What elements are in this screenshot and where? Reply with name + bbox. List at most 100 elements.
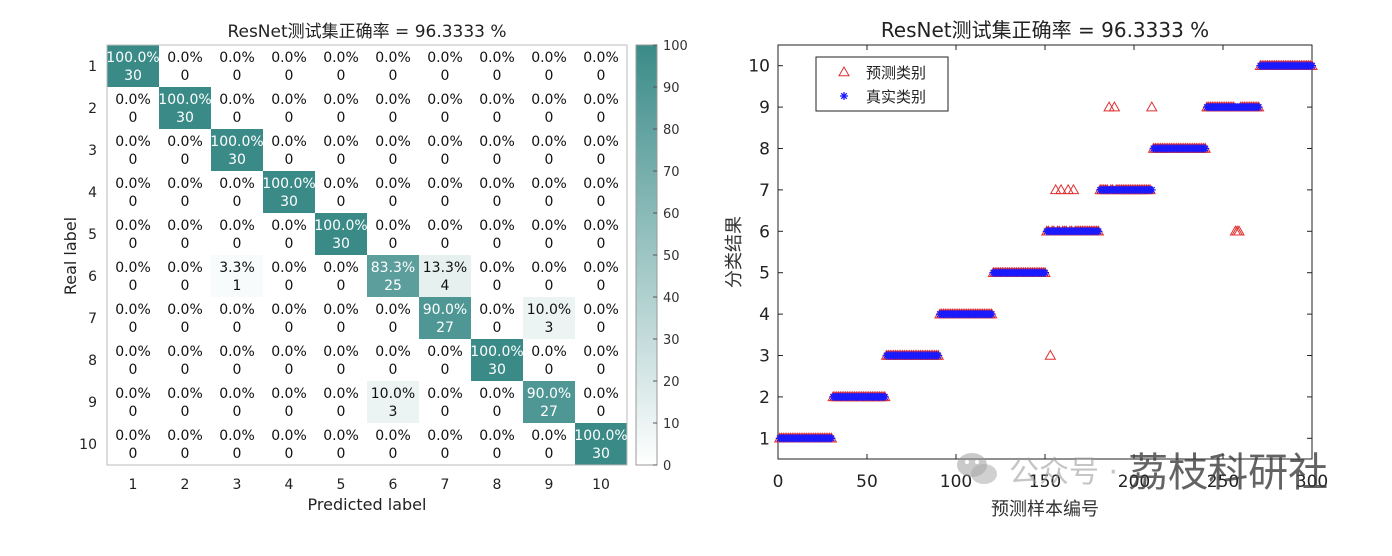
cm-cell-percent: 0.0% xyxy=(323,176,359,192)
cm-cell-count: 0 xyxy=(441,362,450,378)
cm-cell-percent: 0.0% xyxy=(427,50,463,66)
cm-cell-count: 0 xyxy=(389,68,398,84)
scatter-pred-point xyxy=(1229,225,1242,236)
cm-cell-count: 0 xyxy=(389,194,398,210)
scatter-xtick-label: 0 xyxy=(773,472,784,492)
scatter-true-point xyxy=(987,310,996,319)
cm-cell-percent: 0.0% xyxy=(427,428,463,444)
scatter-legend-box xyxy=(815,56,949,112)
cm-cell xyxy=(107,213,159,255)
cm-cell xyxy=(419,255,471,297)
cm-cell-percent: 0.0% xyxy=(115,92,151,108)
cm-cell-count: 0 xyxy=(441,152,450,168)
cm-cell-percent: 0.0% xyxy=(531,92,567,108)
cm-cell-percent: 0.0% xyxy=(115,386,151,402)
cm-colorbar-tick-label: 10 xyxy=(663,417,680,432)
cm-cell xyxy=(523,87,575,129)
cm-ytick-label: 1 xyxy=(88,59,97,75)
cm-cell-percent: 0.0% xyxy=(323,92,359,108)
scatter-legend-label: 预测类别 xyxy=(866,64,926,82)
cm-cell-count: 0 xyxy=(493,236,502,252)
cm-cell-count: 0 xyxy=(545,110,554,126)
cm-cell-count: 0 xyxy=(337,194,346,210)
cm-cell xyxy=(523,381,575,423)
cm-cell-percent: 0.0% xyxy=(583,302,619,318)
cm-xtick-label: 2 xyxy=(181,477,190,493)
cm-colorbar-tick-label: 80 xyxy=(663,123,680,138)
classification-scatter-chart: ResNet测试集正确率 = 96.3333 % 0 50 100 150 200 250… xyxy=(724,18,1328,520)
cm-cell xyxy=(107,255,159,297)
cm-cell-percent: 0.0% xyxy=(427,134,463,150)
cm-border xyxy=(106,44,628,466)
cm-cell-count: 27 xyxy=(540,404,558,420)
cm-cell-percent: 0.0% xyxy=(583,344,619,360)
cm-cell-percent: 0.0% xyxy=(479,50,515,66)
cm-cell-count: 3 xyxy=(545,320,554,336)
cm-cell xyxy=(367,129,419,171)
cm-cell-percent: 0.0% xyxy=(479,428,515,444)
cm-cell-count: 0 xyxy=(441,68,450,84)
cm-cell-count: 0 xyxy=(493,404,502,420)
cm-cell xyxy=(263,339,315,381)
cm-cell-count: 0 xyxy=(337,110,346,126)
cm-cell-percent: 100.0% xyxy=(574,428,627,444)
scatter-ytick-label: 7 xyxy=(759,181,770,201)
cm-cell-percent: 0.0% xyxy=(531,344,567,360)
cm-cell-percent: 0.0% xyxy=(115,302,151,318)
cm-xtick-label: 7 xyxy=(441,477,450,493)
scatter-true-point xyxy=(934,351,943,360)
cm-ytick-label: 4 xyxy=(88,185,97,201)
cm-cell xyxy=(575,171,627,213)
scatter-pred-point xyxy=(1049,183,1062,195)
cm-cell-count: 30 xyxy=(280,194,298,210)
cm-cell xyxy=(107,45,159,87)
cm-cell-count: 30 xyxy=(332,236,350,252)
cm-cell-count: 0 xyxy=(493,320,502,336)
cm-cell-percent: 0.0% xyxy=(479,176,515,192)
cm-cell-percent: 0.0% xyxy=(115,176,151,192)
scatter-true-point xyxy=(1254,103,1263,112)
cm-cell-count: 30 xyxy=(124,68,142,84)
cm-cell-percent: 13.3% xyxy=(423,260,467,276)
cm-cell-percent: 0.0% xyxy=(427,92,463,108)
cm-cell xyxy=(159,213,211,255)
cm-cell xyxy=(159,171,211,213)
cm-cell xyxy=(523,423,575,465)
cm-cell xyxy=(575,87,627,129)
scatter-axes: 0 50 100 150 200 250 300 1 2 3 4 5 6 7 8 9 10 xyxy=(748,44,1328,492)
cm-cell-count: 0 xyxy=(129,236,138,252)
cm-cell xyxy=(575,255,627,297)
cm-xtick-label: 3 xyxy=(233,477,242,493)
cm-cell-percent: 0.0% xyxy=(271,386,307,402)
cm-cell-percent: 0.0% xyxy=(427,218,463,234)
cm-cell-count: 0 xyxy=(493,68,502,84)
cm-cell xyxy=(315,423,367,465)
cm-cell xyxy=(575,213,627,255)
cm-cell-percent: 0.0% xyxy=(375,218,411,234)
cm-cell-count: 0 xyxy=(493,194,502,210)
cm-cell xyxy=(471,87,523,129)
cm-cell xyxy=(523,45,575,87)
cm-colorbar-tick-label: 100 xyxy=(663,39,688,54)
scatter-true-point xyxy=(880,392,889,401)
cm-cell xyxy=(523,255,575,297)
cm-cell-percent: 0.0% xyxy=(167,344,203,360)
cm-cell-percent: 0.0% xyxy=(271,260,307,276)
cm-cell-percent: 0.0% xyxy=(271,92,307,108)
cm-cell-percent: 0.0% xyxy=(115,428,151,444)
cm-cell-count: 0 xyxy=(545,152,554,168)
cm-cell-count: 4 xyxy=(441,278,450,294)
cm-ytick-label: 7 xyxy=(88,311,97,327)
cm-cell-percent: 90.0% xyxy=(527,386,571,402)
cm-cell-percent: 0.0% xyxy=(271,134,307,150)
scatter-points xyxy=(773,59,1318,443)
cm-cell xyxy=(315,45,367,87)
cm-cell-count: 0 xyxy=(545,278,554,294)
cm-cell-percent: 0.0% xyxy=(479,386,515,402)
cm-colorbar-tick-label: 90 xyxy=(663,81,680,96)
cm-cell-percent: 0.0% xyxy=(531,428,567,444)
cm-cell xyxy=(211,87,263,129)
cm-cell-percent: 83.3% xyxy=(371,260,415,276)
cm-cell-count: 0 xyxy=(389,152,398,168)
